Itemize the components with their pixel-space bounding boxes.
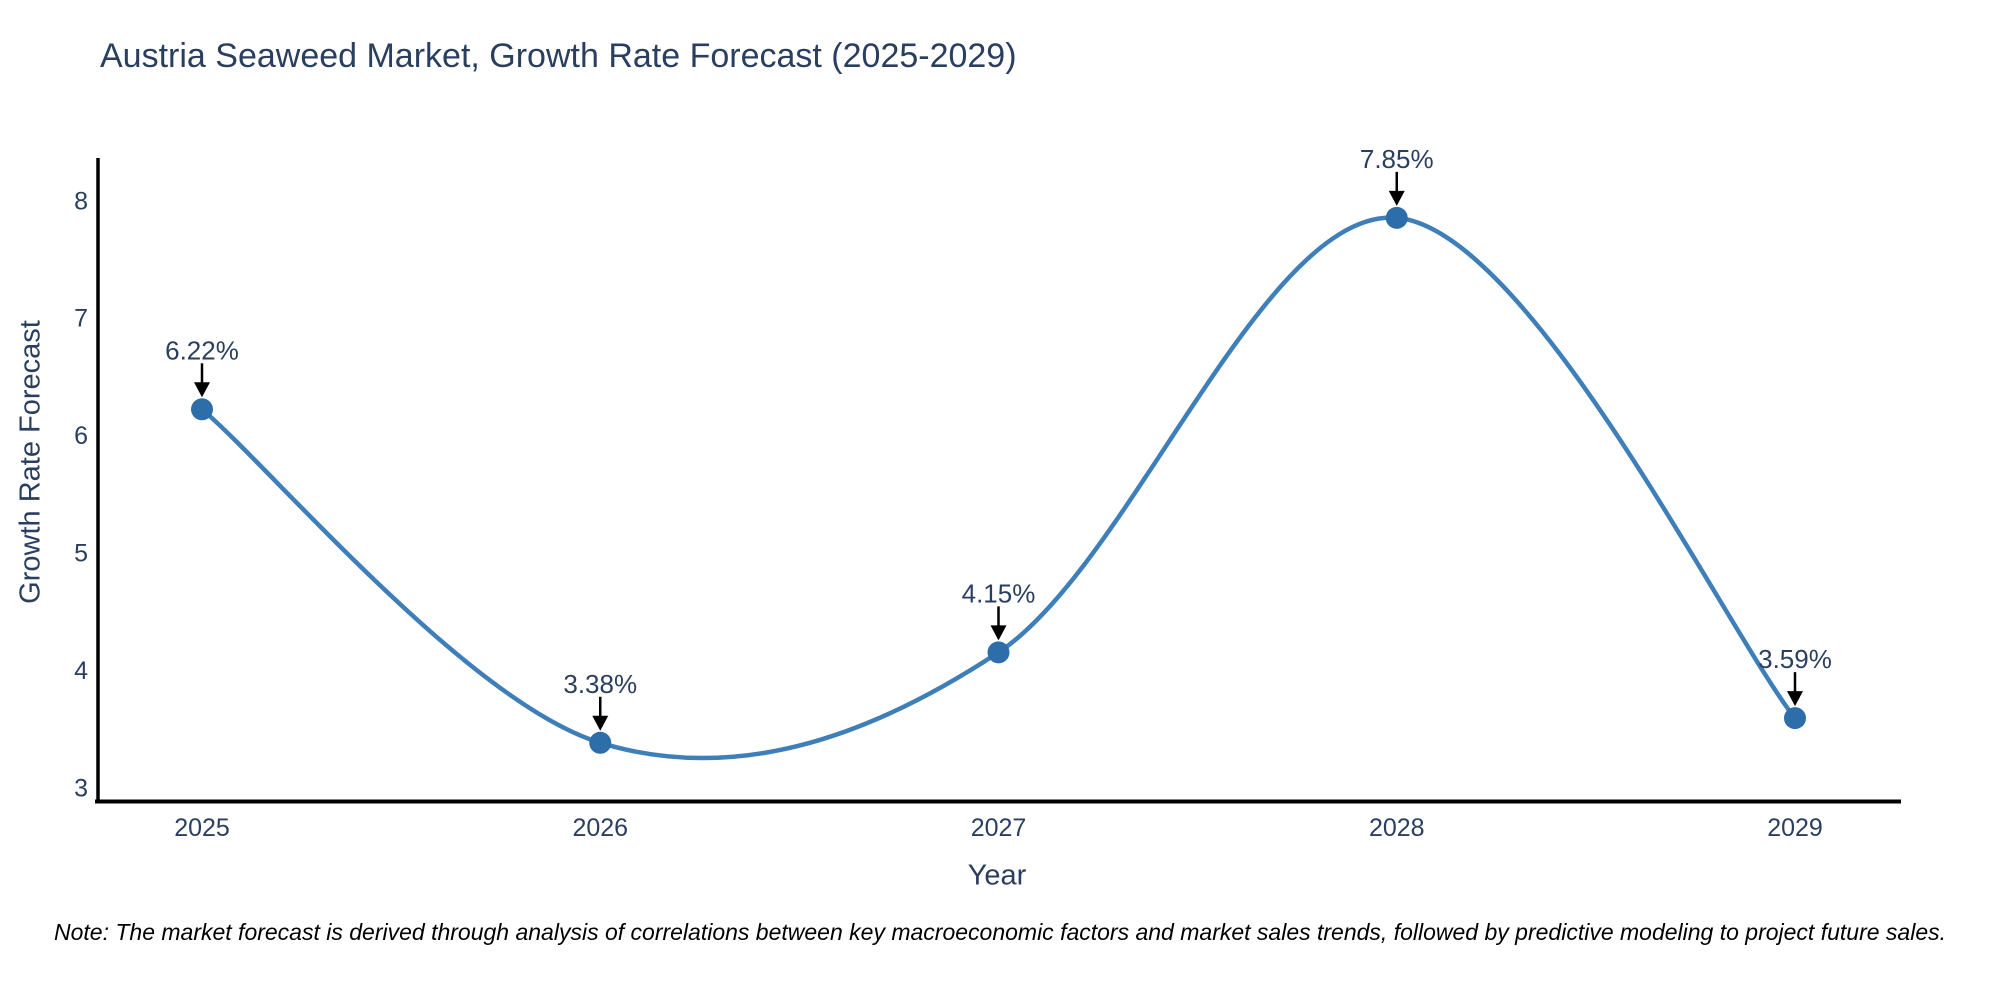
data-point-label: 3.59% [1758,644,1832,674]
annotation-arrowhead-icon [1787,691,1803,707]
annotation-arrowhead-icon [592,715,609,731]
data-point-marker[interactable] [191,398,213,421]
y-tick-label: 7 [74,305,88,333]
data-point-label: 3.38% [563,669,637,699]
data-point-label: 6.22% [165,335,239,365]
y-tick-label: 8 [74,187,88,215]
data-point-marker[interactable] [1784,707,1806,730]
forecast-line [199,215,1798,761]
data-point-marker[interactable] [987,641,1010,664]
x-tick-label: 2028 [1369,814,1425,842]
annotation-arrowhead-icon [990,625,1007,641]
data-point-marker[interactable] [589,731,612,754]
y-tick-label: 4 [74,657,88,685]
annotation-arrowhead-icon [1388,190,1405,206]
y-tick-label: 3 [74,774,88,802]
data-point-marker[interactable] [1385,206,1408,229]
y-tick-label: 5 [74,540,88,568]
y-tick-label: 6 [74,422,88,450]
x-axis-title: Year [967,859,1027,892]
annotation-arrowhead-icon [194,382,210,398]
chart-title: Austria Seaweed Market, Growth Rate Fore… [100,37,1017,75]
chart-footnote: Note: The market forecast is derived thr… [53,919,1947,945]
x-tick-label: 2026 [572,814,628,842]
data-point-label: 4.15% [962,578,1036,608]
x-tick-label: 2029 [1767,814,1823,842]
data-point-label: 7.85% [1360,144,1434,174]
x-tick-label: 2025 [174,814,230,842]
x-tick-label: 2027 [971,814,1027,842]
